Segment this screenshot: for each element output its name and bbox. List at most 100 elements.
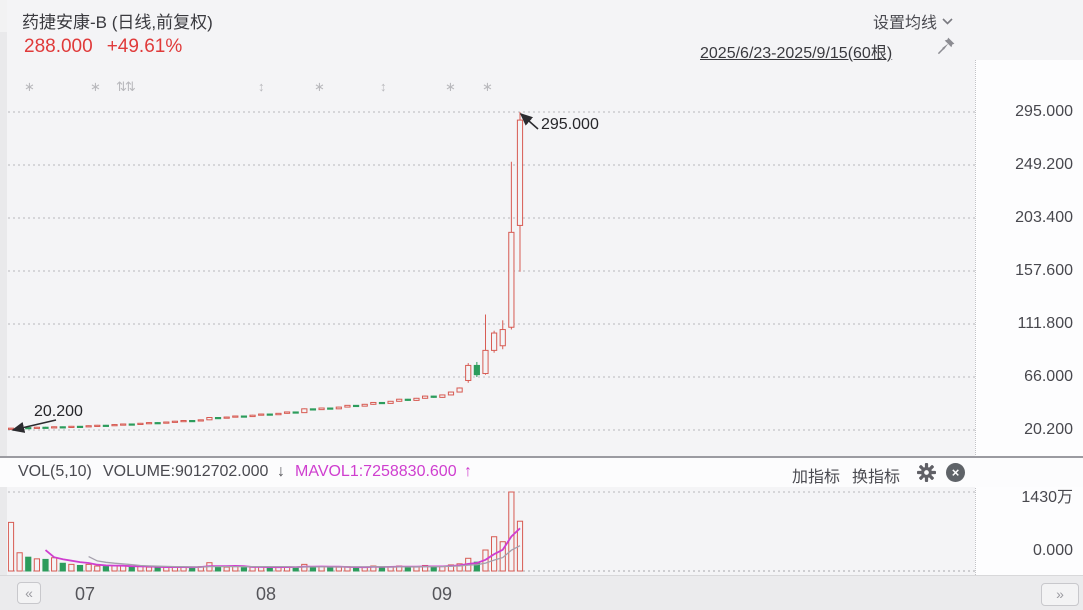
price-axis-label: 20.200 [1024,421,1073,438]
mavol-up-icon: ↑ [464,463,472,480]
candle-up [111,424,118,427]
pin-icon[interactable] [936,36,956,61]
annotation-peak: 295.000 [541,116,599,133]
candle-down [102,424,109,427]
candle-up [51,426,58,429]
volume-bar [240,567,248,572]
event-marker-icon[interactable]: ∗ [24,79,35,94]
volume-bar [335,566,342,572]
volume-bar [508,491,515,572]
date-range-link[interactable]: 2025/6/23-2025/9/15(60根) [700,45,893,62]
candle-up [94,424,101,427]
mavol2-line [88,545,521,568]
candle-up [145,422,153,425]
event-marker-icon[interactable]: ↕ [380,79,386,94]
event-marker-icon[interactable]: ∗ [482,79,493,94]
candle-down [352,404,360,408]
volume-bar [499,541,506,572]
volume-bar [447,564,455,572]
switch-indicator-button[interactable]: 换指标 [852,469,901,486]
candle-down [214,417,222,420]
price-axis-label: 111.800 [1017,315,1073,332]
candle-down [266,413,273,416]
volume-header: VOL(5,10) VOLUME:9012702.000 ↓ MAVOL1:72… [0,458,1083,487]
candle-up [421,395,429,399]
candle-up [456,387,463,393]
ma-settings-button[interactable]: 设置均线 [873,9,953,33]
mavol1-line [44,527,521,569]
volume-bar [68,563,75,572]
candle-up [370,401,377,405]
gear-icon[interactable] [917,463,936,487]
event-marker-icon[interactable]: ∗ [314,79,325,94]
candle-up [163,421,170,424]
main-chart-canvas[interactable] [8,98,975,456]
annotation-low: 20.200 [34,403,83,420]
volume-bar [102,566,109,572]
candle-down [378,401,386,405]
volume-bar [85,563,92,572]
candle-down [128,423,135,426]
event-marker-icon[interactable]: ∗ [90,79,101,94]
volume-bar [16,552,23,572]
volume-value: VOLUME:9012702.000 [103,463,269,480]
ma-settings-label: 设置均线 [873,15,938,32]
price-change: +49.61% [106,36,183,57]
candle-up [283,411,291,414]
mavol1-value: MAVOL1:7258830.600 [295,463,457,480]
candle-up [396,398,403,402]
volume-chart-canvas[interactable] [8,488,975,575]
last-price: 288.000 [24,36,93,57]
candle-up [171,420,179,423]
volume-bar [421,564,429,572]
volume-bar [189,567,196,572]
vol-indicator-label: VOL(5,10) [18,463,92,480]
candle-up [344,404,351,408]
candle-up [508,231,515,328]
candle-up [258,413,265,416]
price-axis-label: 295.000 [1015,103,1073,120]
price-axis-label: 66.000 [1024,368,1073,385]
candle-up [232,415,239,418]
annotation-arrow [519,112,539,130]
volume-bar [76,564,84,572]
event-marker-icon[interactable]: ∗ [445,79,456,94]
volume-axis-label: 0.000 [1032,542,1073,559]
close-icon[interactable]: × [946,463,965,482]
candle-up [499,329,506,347]
y-axis-gutter [975,60,1083,575]
candle-down [76,425,84,428]
candle-up [482,349,489,375]
candle-up [180,420,187,423]
candle-down [189,420,196,423]
add-indicator-button[interactable]: 加指标 [792,469,841,486]
volume-bar [266,567,273,572]
candle-down [42,426,49,429]
volume-bar [309,566,317,572]
candle-up [85,425,92,428]
left-edge-strip-top [0,0,7,32]
candle-up [68,425,75,428]
price-axis-label: 203.400 [1015,209,1073,226]
left-edge-strip [0,0,7,609]
volume-bar [145,566,153,572]
x-axis-strip: « 07 08 09 » [0,575,1083,610]
event-marker-icon[interactable]: ⇅⇅ [116,79,136,94]
candle-down [240,415,248,418]
candle-up [137,422,144,425]
stock-title: 药捷安康-B (日线,前复权) [22,13,213,32]
candle-up [223,416,230,419]
volume-bar [59,562,66,572]
candle-down [154,422,161,425]
volume-down-icon: ↓ [277,463,285,480]
volume-bar [352,567,360,572]
event-marker-icon[interactable]: ↕ [258,79,264,94]
scroll-left-button[interactable]: « [17,582,41,604]
volume-bar [456,563,463,572]
candle-up [387,400,394,404]
candle-up [206,417,213,421]
volume-bar [33,558,40,572]
scroll-right-button[interactable]: » [1041,583,1079,606]
annotation-arrow [11,419,57,433]
month-label: 08 [255,584,277,604]
